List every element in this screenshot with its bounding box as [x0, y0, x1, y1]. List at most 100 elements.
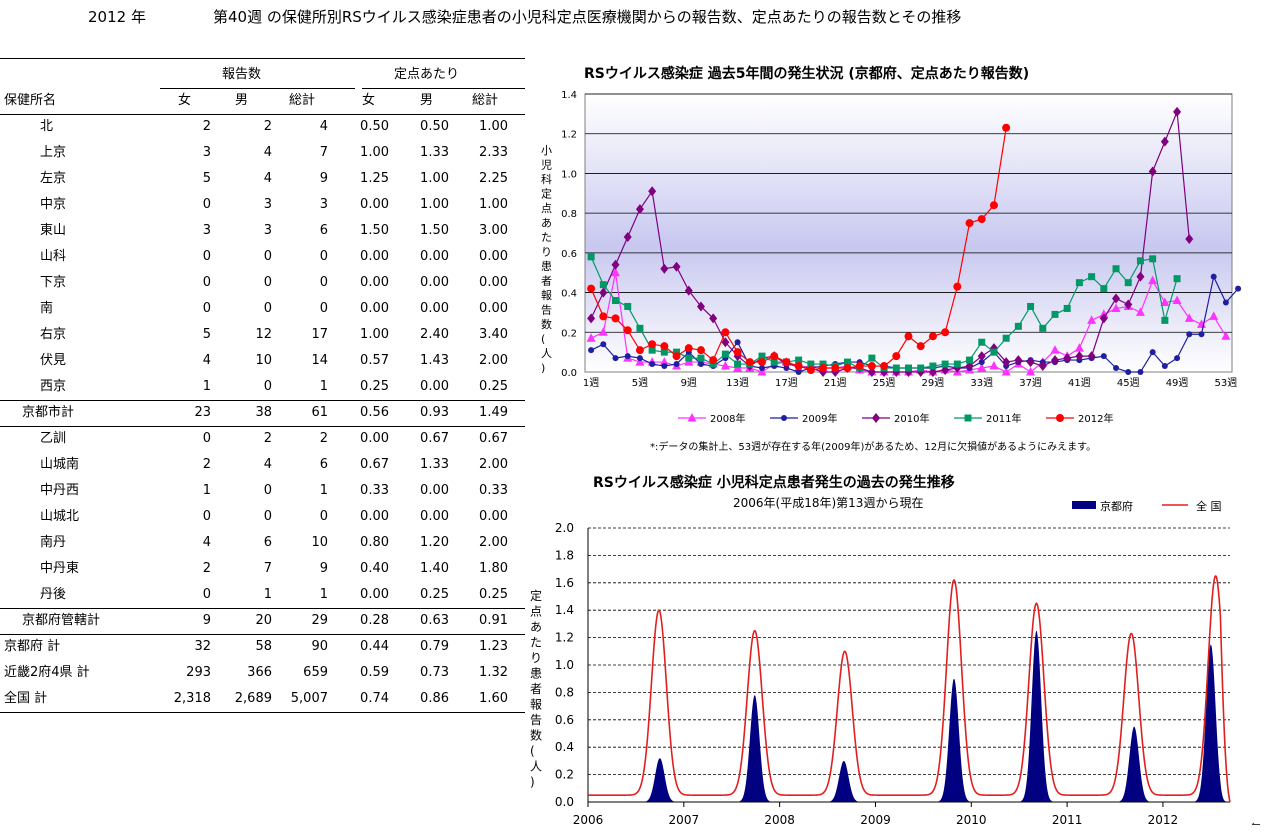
chart1-data-point: [721, 337, 730, 348]
chart1-legend-label: 2009年: [802, 412, 837, 425]
column-header-6: 総計: [472, 93, 499, 108]
chart1-data-point: [1075, 351, 1084, 362]
row-total: 6: [319, 457, 328, 472]
header-bottom-border: [0, 114, 525, 115]
chart1-data-point: [636, 355, 643, 362]
row-per-female: 0.80: [360, 535, 389, 550]
row-total: 0: [319, 275, 328, 290]
chart1-x-tick-label: 53週: [1215, 377, 1238, 389]
chart1-data-point: [709, 313, 718, 324]
chart1-data-point: [1111, 303, 1121, 312]
chart1-x-tick-label: 1週: [583, 377, 599, 389]
chart2-x-tick-label: 2006: [573, 813, 604, 825]
row-per-male: 1.20: [420, 535, 449, 550]
row-total: 4: [319, 119, 328, 134]
row-per-total: 1.60: [479, 691, 508, 706]
row-per-male: 0.50: [420, 119, 449, 134]
chart1-data-point: [1112, 293, 1121, 304]
row-name: 南: [40, 301, 54, 316]
chart1-data-point: [1087, 315, 1097, 324]
chart1-data-point: [977, 351, 986, 362]
chart1-data-point: [1124, 279, 1132, 287]
row-total: 9: [319, 171, 328, 186]
chart1-data-point: [1001, 367, 1011, 376]
row-female: 23: [194, 405, 211, 420]
chart2-y-label-char: 患: [530, 667, 542, 681]
chart1-data-point: [660, 342, 669, 351]
chart1-x-tick-label: 29週: [922, 377, 945, 389]
row-per-male: 1.40: [420, 561, 449, 576]
chart1-y-tick-label: 0.6: [561, 249, 577, 260]
chart1-data-point: [685, 354, 693, 362]
chart1-data-point: [1235, 285, 1242, 292]
chart2-y-label-char: り: [530, 651, 542, 665]
table-row: 山城北 0 0 0 0.00 0.00 0.00: [0, 504, 525, 530]
chart1-data-point: [659, 357, 669, 366]
chart2-y-label-char: あ: [530, 620, 542, 634]
chart1-legend-marker: [964, 414, 972, 422]
chart1-data-point: [1222, 299, 1229, 306]
chart2-y-label-char: 定: [530, 588, 542, 603]
chart2-kyoto-area: [588, 630, 1230, 802]
chart1-y-label-char: 小: [541, 144, 552, 157]
chart1-data-point: [1100, 353, 1107, 360]
row-per-female: 0.56: [360, 405, 389, 420]
chart1-data-point: [978, 338, 986, 346]
chart1-x-tick-label: 5週: [632, 377, 648, 389]
header-title-bar: 2012 年 第40週 の保健所別RSウイルス感染症患者の小児科定点医療機関から…: [0, 0, 1269, 34]
row-per-male: 0.00: [420, 509, 449, 524]
chart2-x-tick-label: 2010: [956, 813, 987, 825]
chart1-data-point: [1221, 331, 1231, 340]
chart1-data-point: [599, 287, 608, 298]
row-male: 4: [263, 171, 272, 186]
chart2-y-label-char: 報: [530, 698, 542, 712]
row-name: 山科: [40, 249, 67, 264]
row-male: 366: [247, 665, 272, 680]
chart1-data-point: [868, 354, 876, 362]
row-per-male: 0.67: [420, 431, 449, 446]
row-male: 38: [255, 405, 272, 420]
chart1-y-tick-label: 0.8: [561, 209, 577, 220]
chart1-y-label-char: 点: [541, 202, 552, 215]
chart2-subtitle: 2006年(平成18年)第13週から現在: [733, 496, 924, 510]
row-per-male: 0.86: [420, 691, 449, 706]
row-male: 10: [255, 353, 272, 368]
chart2-y-tick-label: 0.2: [555, 768, 574, 782]
chart1-y-label-char: (: [541, 333, 545, 346]
column-header-3: 総計: [289, 93, 316, 108]
chart2-x-tick-label: 2007: [669, 813, 700, 825]
chart1-data-point: [977, 215, 986, 224]
chart1-data-point: [636, 324, 644, 332]
chart1-data-point: [648, 186, 657, 197]
row-male: 58: [255, 639, 272, 654]
table-row: 北 2 2 4 0.50 0.50 1.00: [0, 114, 525, 140]
chart1-data-point: [1014, 355, 1023, 366]
table-column-header-row: 保健所名 女 男 総計 女 男 総計: [0, 88, 525, 114]
chart1-data-point: [916, 342, 925, 351]
chart1-y-label-char: 告: [541, 304, 552, 317]
row-name: 北: [40, 119, 54, 134]
chart1-data-point: [1112, 265, 1120, 273]
row-per-male: 0.00: [420, 301, 449, 316]
row-per-total: 1.49: [479, 405, 508, 420]
chart1-x-tick-label: 13週: [726, 377, 749, 389]
row-per-female: 1.00: [360, 327, 389, 342]
row-name: 山城南: [40, 457, 80, 472]
row-male: 4: [263, 457, 272, 472]
chart1-data-point: [598, 327, 608, 336]
row-name: 山城北: [40, 509, 80, 524]
row-per-total: 0.00: [479, 249, 508, 264]
chart1-data-point: [904, 332, 913, 341]
group-header-per-site: 定点あたり: [394, 67, 460, 82]
row-per-total: 2.33: [479, 145, 508, 160]
chart1-y-label-char: り: [541, 246, 552, 259]
row-total: 7: [319, 145, 328, 160]
row-male: 3: [263, 223, 272, 238]
chart1-data-point: [1099, 313, 1108, 324]
chart1-data-point: [587, 284, 596, 293]
column-header-4: 女: [362, 93, 376, 108]
row-total: 5,007: [290, 691, 328, 706]
chart1-y-tick-label: 0.2: [561, 328, 577, 339]
chart2-title: RSウイルス感染症 小児科定点患者発生の過去の発生推移: [593, 475, 955, 491]
chart1-data-point: [1148, 275, 1158, 285]
